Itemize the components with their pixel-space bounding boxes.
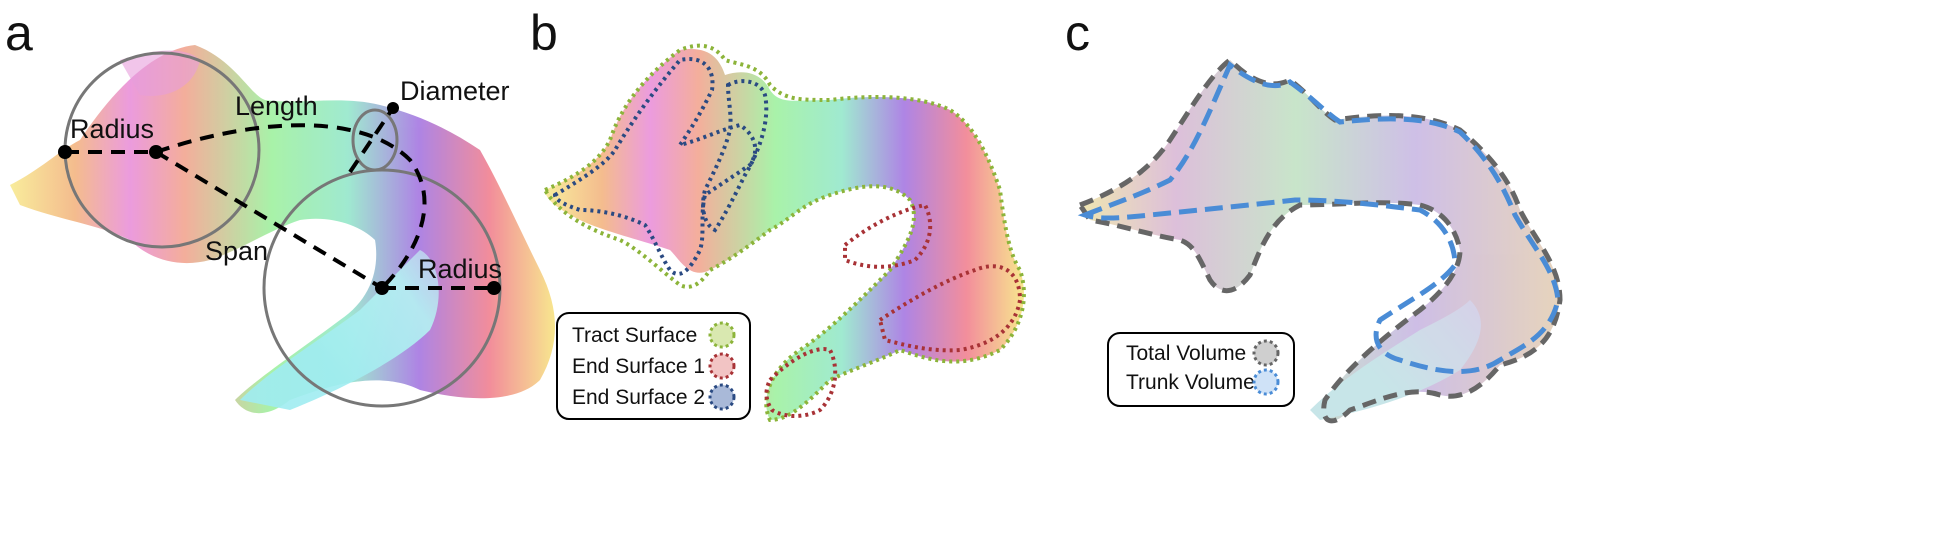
legend-b-label-2: End Surface 1 xyxy=(572,355,705,378)
diameter-line xyxy=(348,106,395,174)
panel-a-letter: a xyxy=(5,5,33,61)
diameter-ring xyxy=(351,108,399,172)
radius-label-left: Radius xyxy=(70,114,154,144)
legend-c-swatch-1 xyxy=(1252,339,1280,367)
surface-outlines-b xyxy=(542,43,1026,423)
legend-c-label-2: Trunk Volume xyxy=(1126,371,1255,394)
trunk-volume-outline xyxy=(1077,61,1561,374)
legend-b-label-1: Tract Surface xyxy=(572,324,697,347)
span-label: Span xyxy=(205,236,268,266)
end-surface-1-outline-3 xyxy=(764,347,838,418)
legend-c-swatch-2 xyxy=(1252,368,1280,396)
length-label: Length xyxy=(235,91,318,121)
legend-b: Tract Surface End Surface 1 End Surface … xyxy=(556,312,751,420)
end-surface-1-outline-2 xyxy=(877,264,1023,353)
construction-points xyxy=(58,102,501,295)
tract-bundle-b xyxy=(545,49,1024,421)
panel-a: a Radius Length Diameter Span Radius xyxy=(5,5,555,414)
total-volume-outline xyxy=(1076,56,1563,424)
volume-outlines-c xyxy=(1076,56,1563,424)
construction-lines xyxy=(65,106,494,290)
end-surface-2-outline-2 xyxy=(701,79,769,233)
legend-b-frame xyxy=(556,312,751,420)
radius-label-right: Radius xyxy=(418,254,502,284)
end-surface-1-outline-1 xyxy=(843,202,933,269)
panel-b-letter: b xyxy=(530,5,558,61)
panel-b: b Tract Surface End Surface 1 End Surfac… xyxy=(530,5,1026,423)
diameter-label: Diameter xyxy=(400,76,510,106)
legend-c-label-1: Total Volume xyxy=(1126,342,1246,365)
legend-b-swatch-1 xyxy=(708,321,736,349)
legend-c: Total Volume Trunk Volume xyxy=(1107,332,1295,407)
panel-c-letter: c xyxy=(1065,5,1090,61)
legend-b-label-3: End Surface 2 xyxy=(572,386,705,409)
panel-c: c Total Volume Trunk Volume xyxy=(1065,5,1563,424)
end-surface-2-outline-1 xyxy=(552,57,758,276)
legend-b-swatch-3 xyxy=(708,383,736,411)
legend-b-swatch-2 xyxy=(708,352,736,380)
span-line xyxy=(154,150,384,290)
length-curve xyxy=(155,123,427,290)
legend-c-frame xyxy=(1107,332,1295,407)
